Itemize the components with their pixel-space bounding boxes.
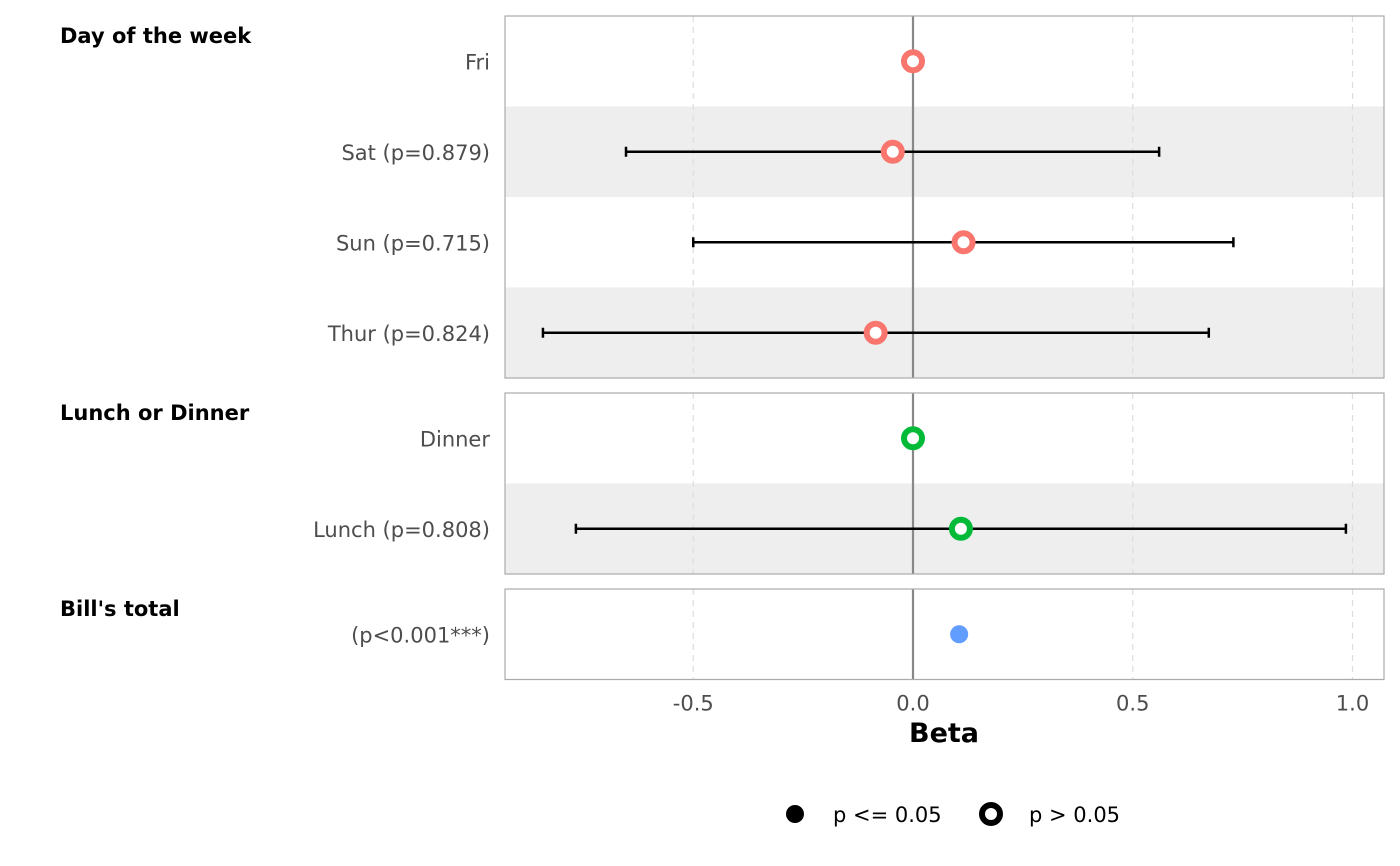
x-tick-label: 1.0: [1336, 692, 1369, 716]
estimate-point: [951, 230, 976, 255]
group-label: Lunch or Dinner: [60, 401, 250, 425]
estimate-point: [880, 139, 905, 164]
panel-border: [504, 15, 1385, 379]
row-label: Dinner: [420, 427, 491, 451]
panel-border: [504, 392, 1385, 575]
estimate-point: [948, 516, 973, 541]
row-label: Lunch (p=0.808): [313, 518, 490, 542]
panel-0: Day of the week Fri Sat (p=0.879) Sun (p=0.…: [60, 15, 1385, 379]
panels: Day of the week Fri Sat (p=0.879) Sun (p=0.…: [60, 15, 1385, 681]
row-label: Sat (p=0.879): [341, 141, 490, 165]
x-tick-label: 0.0: [896, 692, 929, 716]
panel-2: Bill's total (p<0.001***): [60, 588, 1385, 681]
panel-border: [504, 588, 1385, 681]
row-label: Thur (p=0.824): [327, 322, 490, 346]
x-axis-title: Beta: [909, 718, 979, 749]
row-label: (p<0.001***): [351, 623, 490, 647]
legend-marker-filled: [786, 805, 804, 823]
legend-label: p > 0.05: [1029, 803, 1120, 827]
legend-label: p <= 0.05: [833, 803, 942, 827]
x-axis: Beta -0.5 0.0 0.5 1.0: [673, 692, 1369, 750]
group-label: Day of the week: [60, 24, 252, 48]
legend: p <= 0.05 p > 0.05: [786, 802, 1120, 827]
panel-background: [505, 589, 1384, 680]
estimate-point: [863, 320, 888, 345]
legend-marker-hollow: [979, 802, 1003, 826]
estimate-point: [901, 426, 925, 451]
row-label: Sun (p=0.715): [336, 231, 490, 255]
row-label: Fri: [465, 50, 490, 74]
x-tick-label: -0.5: [673, 692, 714, 716]
x-tick-label: 0.5: [1116, 692, 1149, 716]
panel-1: Lunch or Dinner Dinner Lunch (p=0.808): [60, 392, 1385, 575]
estimate-point: [950, 625, 969, 644]
group-label: Bill's total: [60, 597, 180, 621]
estimate-point: [901, 49, 925, 74]
